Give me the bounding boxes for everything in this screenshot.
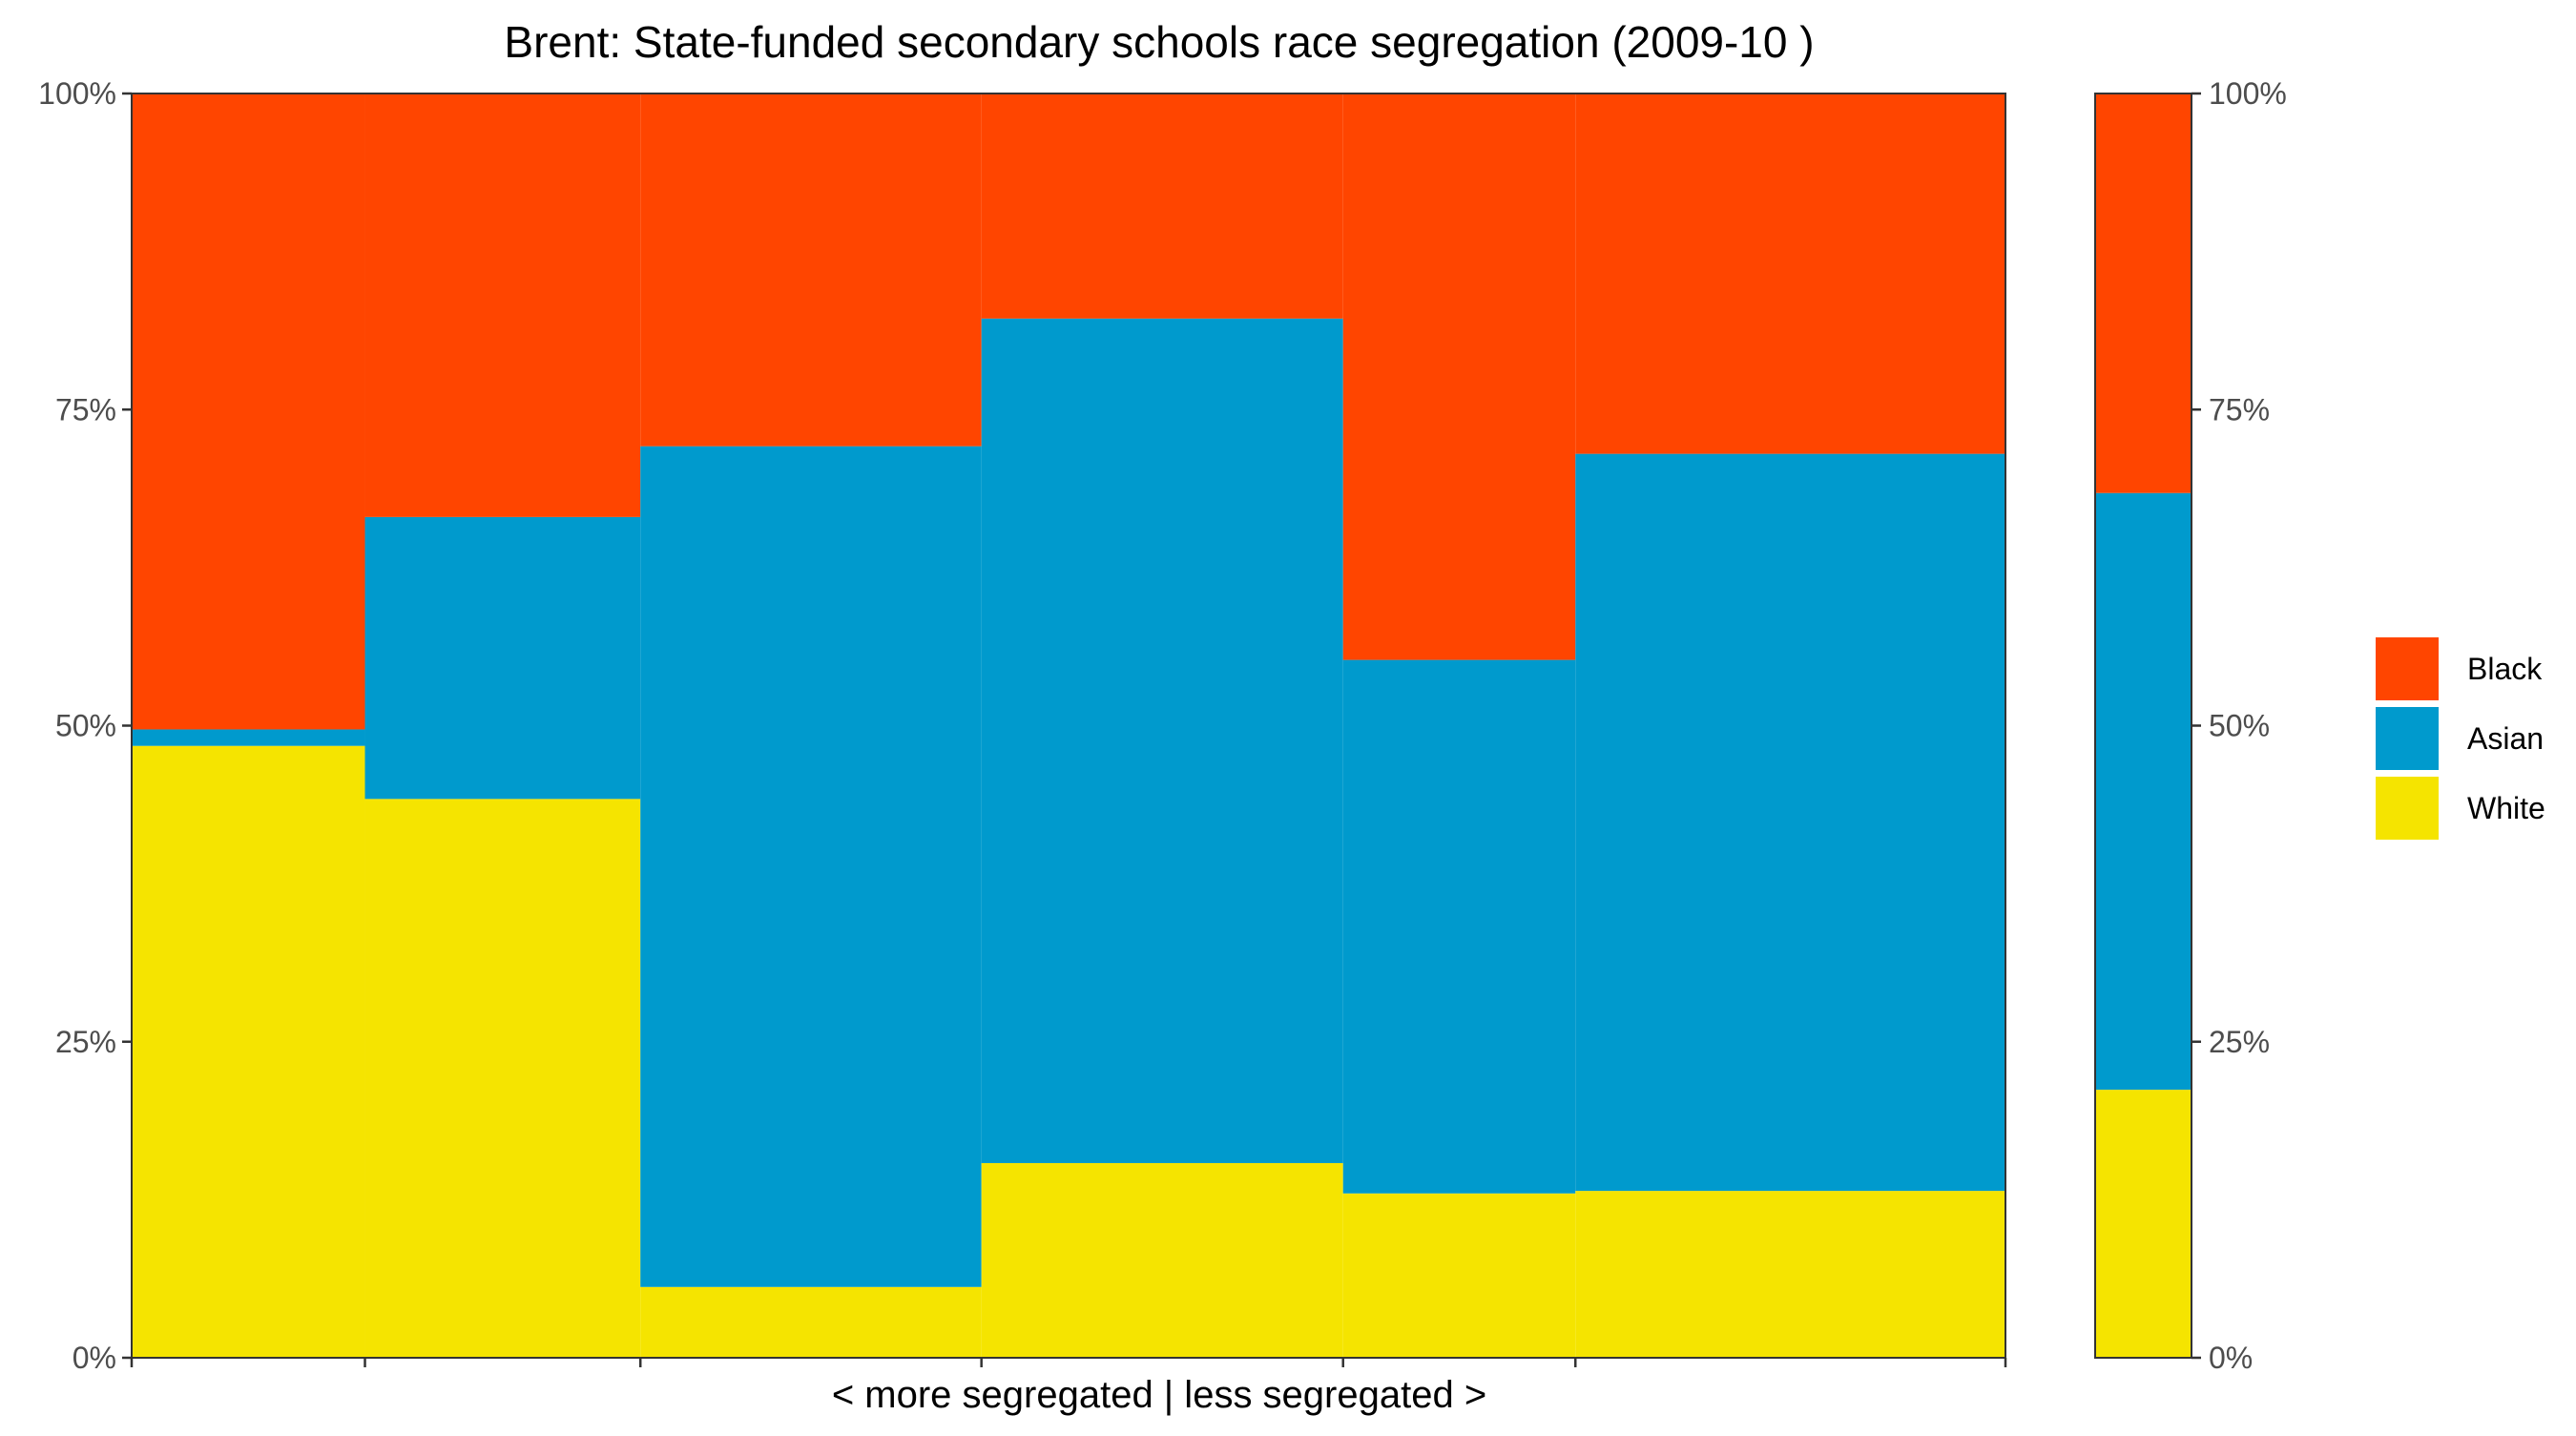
bar-4-white-segment xyxy=(981,1162,1343,1358)
left-y-tick-label: 50% xyxy=(55,709,116,743)
overall-black-segment xyxy=(2095,94,2192,493)
legend-key-asian xyxy=(2376,707,2439,770)
legend-key-black xyxy=(2376,637,2439,700)
left-y-tick-label: 0% xyxy=(73,1341,116,1375)
left-y-tick-label: 100% xyxy=(38,76,116,111)
bar-5-white-segment xyxy=(1342,1193,1576,1358)
bar-3-white-segment xyxy=(640,1286,982,1358)
bar-2-white-segment xyxy=(364,799,641,1358)
legend-label-asian: Asian xyxy=(2467,721,2544,756)
bar-6-black-segment xyxy=(1575,94,2005,454)
overall-asian-segment xyxy=(2095,492,2192,1091)
bar-2-black-segment xyxy=(364,94,641,517)
right-y-tick-label: 25% xyxy=(2209,1025,2270,1059)
overall-white-segment xyxy=(2095,1090,2192,1358)
bar-6-asian-segment xyxy=(1575,453,2005,1192)
legend-key-white xyxy=(2376,777,2439,840)
bars-layer xyxy=(131,93,2006,1359)
bar-3-asian-segment xyxy=(640,446,982,1287)
axes-layer: 0% 0% 25% 25% 50% 50% 75% 75% 100% 100% xyxy=(38,76,2287,1375)
right-y-tick-label: 50% xyxy=(2209,709,2270,743)
legend: Black Asian White xyxy=(2376,637,2545,840)
bar-5-black-segment xyxy=(1342,94,1576,660)
x-axis-label: < more segregated | less segregated > xyxy=(832,1374,1486,1416)
left-y-tick-label: 75% xyxy=(55,392,116,427)
bar-3-black-segment xyxy=(640,94,982,447)
overall-layer xyxy=(2094,93,2192,1359)
bar-5-asian-segment xyxy=(1342,659,1576,1194)
right-y-tick-label: 100% xyxy=(2209,76,2287,111)
chart-title: Brent: State-funded secondary schools ra… xyxy=(504,17,1814,67)
bar-6-white-segment xyxy=(1575,1191,2005,1358)
legend-label-white: White xyxy=(2467,791,2545,825)
right-y-tick-label: 75% xyxy=(2209,392,2270,427)
legend-label-black: Black xyxy=(2467,652,2543,686)
bar-1-white-segment xyxy=(132,745,365,1358)
right-y-tick-label: 0% xyxy=(2209,1341,2253,1375)
bar-2-asian-segment xyxy=(364,516,641,800)
bar-4-asian-segment xyxy=(981,318,1343,1163)
bar-1-asian-segment xyxy=(132,729,365,746)
bar-4-black-segment xyxy=(981,94,1343,319)
left-y-tick-label: 25% xyxy=(55,1025,116,1059)
bar-1-black-segment xyxy=(132,94,365,730)
